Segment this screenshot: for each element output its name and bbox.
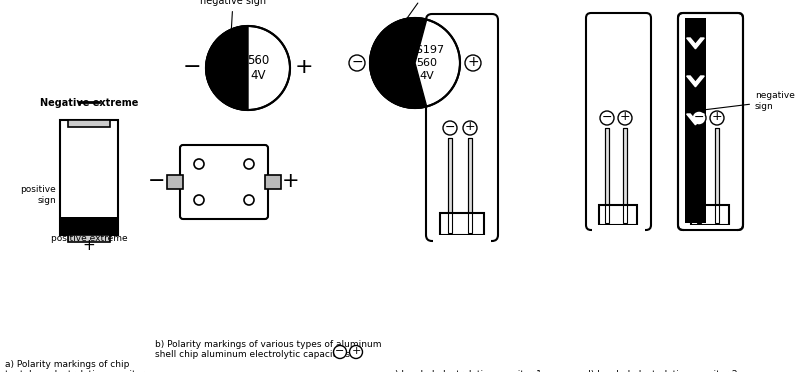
Circle shape (194, 195, 204, 205)
Polygon shape (370, 18, 426, 108)
Circle shape (244, 195, 254, 205)
Bar (448, 138, 452, 233)
Circle shape (465, 55, 481, 71)
Text: +: + (351, 346, 361, 356)
Bar (60, 120, 118, 235)
Bar (448, 138, 452, 233)
Circle shape (244, 159, 254, 169)
Bar (598, 205, 638, 225)
Circle shape (463, 121, 477, 135)
Circle shape (600, 111, 614, 125)
Text: negative
sign: negative sign (696, 92, 795, 111)
Text: −: − (335, 346, 345, 356)
Bar (68, 120, 110, 127)
Circle shape (350, 346, 362, 359)
Bar (684, 225, 737, 237)
Circle shape (710, 111, 724, 125)
Bar (60, 217, 118, 235)
Text: 560
4V: 560 4V (247, 54, 269, 82)
Bar (265, 175, 281, 189)
Circle shape (349, 55, 365, 71)
Bar (440, 213, 483, 235)
Bar (697, 128, 701, 223)
Bar (715, 128, 719, 223)
Polygon shape (686, 76, 704, 87)
FancyBboxPatch shape (180, 145, 268, 219)
Polygon shape (206, 26, 248, 110)
Text: −: − (694, 110, 704, 124)
Text: −: − (148, 171, 166, 191)
Bar (68, 235, 110, 242)
Text: positive
sign: positive sign (20, 185, 56, 205)
Text: −: − (445, 121, 455, 134)
FancyBboxPatch shape (678, 13, 743, 230)
Text: Negative extreme: Negative extreme (40, 98, 138, 108)
Text: +: + (712, 110, 722, 124)
Bar (468, 138, 472, 233)
Text: −: − (182, 57, 202, 77)
Bar (685, 18, 706, 223)
Text: negative sign: negative sign (392, 0, 458, 24)
Text: −: − (351, 55, 363, 69)
FancyBboxPatch shape (426, 14, 498, 241)
Text: PS197
560
4V: PS197 560 4V (410, 45, 445, 81)
Text: +: + (82, 238, 95, 253)
Circle shape (370, 18, 460, 108)
Text: c) Leaded electrolytic capacitor 1: c) Leaded electrolytic capacitor 1 (390, 370, 542, 372)
Text: +: + (620, 110, 630, 124)
Bar (167, 175, 183, 189)
Text: +: + (467, 55, 479, 69)
Bar (715, 128, 719, 223)
Bar (433, 235, 491, 246)
Polygon shape (686, 38, 704, 49)
FancyBboxPatch shape (586, 13, 651, 230)
Bar (605, 128, 609, 223)
Circle shape (194, 159, 204, 169)
Bar (468, 138, 472, 233)
Circle shape (618, 111, 632, 125)
Bar (623, 128, 627, 223)
Circle shape (206, 26, 290, 110)
Bar (697, 128, 701, 223)
Bar (605, 128, 609, 223)
Circle shape (692, 111, 706, 125)
Circle shape (334, 346, 346, 359)
Bar (690, 205, 730, 225)
Bar (623, 128, 627, 223)
Text: +: + (294, 57, 314, 77)
Text: positive extreme: positive extreme (50, 234, 127, 243)
Text: −: − (602, 110, 612, 124)
Text: d) Leaded electrolytic capacitor 2: d) Leaded electrolytic capacitor 2 (585, 370, 738, 372)
Text: b) Polarity markings of various types of aluminum
shell chip aluminum electrolyt: b) Polarity markings of various types of… (155, 340, 382, 359)
Text: a) Polarity markings of chip
tantalum electrolytic capacitors: a) Polarity markings of chip tantalum el… (5, 360, 150, 372)
Bar (592, 225, 645, 237)
Text: +: + (465, 121, 475, 134)
Polygon shape (686, 114, 704, 125)
Text: negative sign: negative sign (200, 0, 266, 29)
Circle shape (443, 121, 457, 135)
Text: +: + (282, 171, 300, 191)
